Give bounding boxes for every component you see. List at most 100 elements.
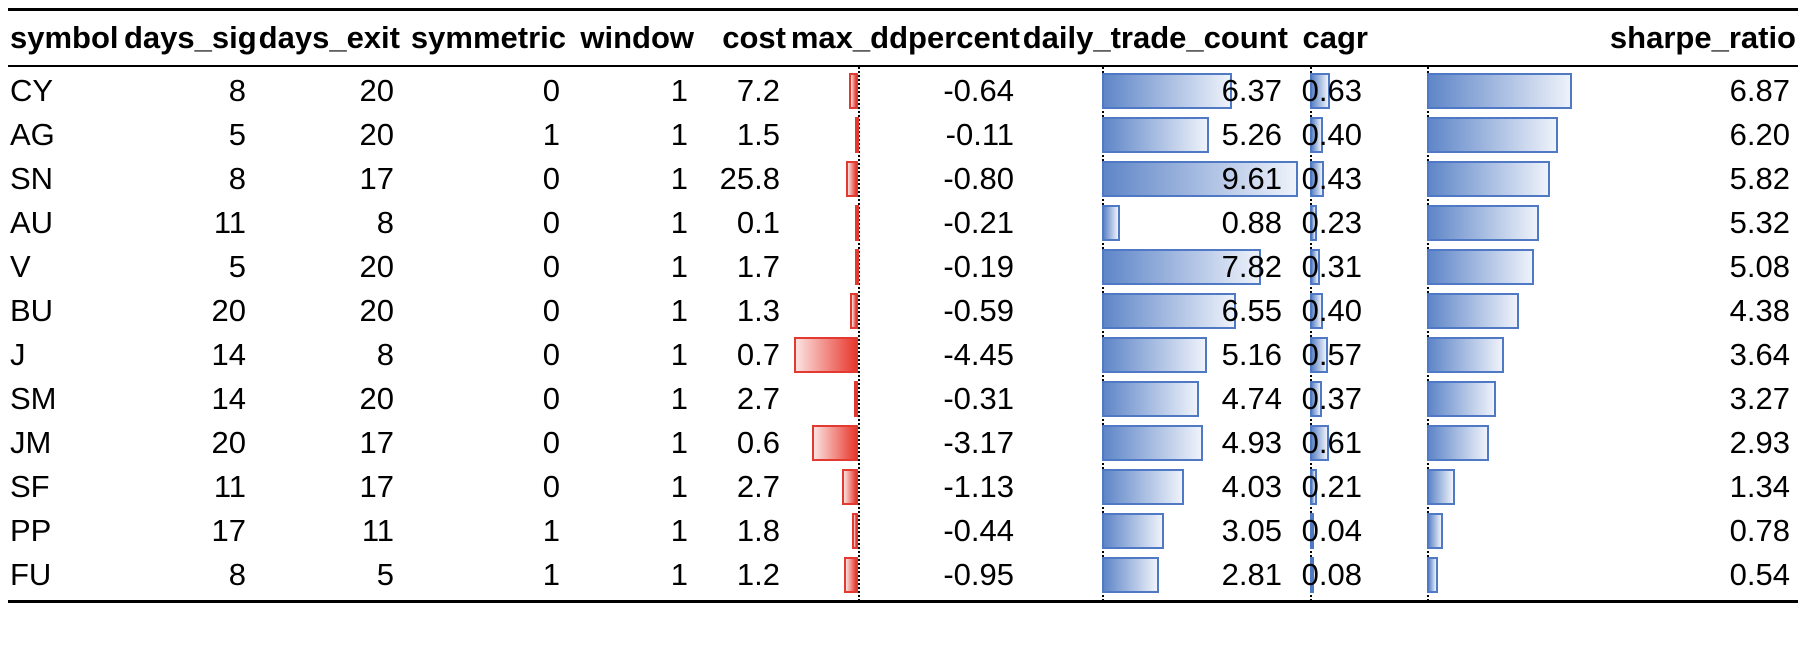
sharpe-ratio-data-bar bbox=[1427, 205, 1540, 241]
cell-cost: 2.7 bbox=[736, 469, 780, 504]
sharpe-ratio-data-bar bbox=[1427, 425, 1489, 461]
max-ddpercent-data-bar bbox=[848, 73, 858, 109]
cell-cost: 25.8 bbox=[719, 161, 780, 196]
cagr-data-bar bbox=[1310, 513, 1314, 549]
cell-days-exit: 20 bbox=[359, 293, 394, 328]
table-row: SM 14 20 0 1 2.7 -0.31 4.74 0.37 3.27 bbox=[8, 377, 1798, 421]
cell-window: 1 bbox=[670, 249, 688, 284]
cagr-data-bar bbox=[1310, 73, 1330, 109]
sharpe-ratio-data-bar bbox=[1427, 293, 1520, 329]
cell-max-ddpercent: -1.13 bbox=[943, 469, 1014, 504]
sharpe-ratio-data-bar bbox=[1427, 557, 1439, 593]
cell-max-ddpercent: -0.80 bbox=[943, 161, 1014, 196]
max-ddpercent-data-bar bbox=[841, 469, 858, 505]
cell-sharpe-ratio: 5.82 bbox=[1729, 161, 1790, 196]
cell-window: 1 bbox=[670, 293, 688, 328]
cagr-bar-axis bbox=[1310, 67, 1312, 601]
column-header-days-exit: days_exit bbox=[258, 20, 400, 55]
daily-trade-count-data-bar bbox=[1102, 469, 1185, 505]
cell-days-exit: 20 bbox=[359, 117, 394, 152]
cell-max-ddpercent: -0.31 bbox=[943, 381, 1014, 416]
cell-cost: 1.8 bbox=[736, 513, 780, 548]
cell-cagr: 0.08 bbox=[1301, 557, 1362, 592]
cell-daily-trade-count: 0.88 bbox=[1221, 205, 1282, 240]
max-ddpercent-data-bar bbox=[849, 293, 858, 329]
max-ddpercent-data-bar bbox=[855, 117, 859, 153]
cell-daily-trade-count: 4.93 bbox=[1221, 425, 1282, 460]
cell-symmetric: 0 bbox=[542, 161, 560, 196]
cell-days-exit: 8 bbox=[376, 205, 394, 240]
cell-days-sig: 20 bbox=[211, 425, 246, 460]
cagr-data-bar bbox=[1310, 161, 1324, 197]
cell-cagr: 0.61 bbox=[1301, 425, 1362, 460]
column-header-days-sig: days_sig bbox=[124, 20, 257, 55]
cell-sharpe-ratio: 0.78 bbox=[1729, 513, 1790, 548]
table-row: AU 11 8 0 1 0.1 -0.21 0.88 0.23 5.32 bbox=[8, 201, 1798, 245]
cell-days-sig: 8 bbox=[228, 161, 246, 196]
cell-days-exit: 17 bbox=[359, 425, 394, 460]
max-ddpercent-data-bar bbox=[794, 337, 858, 373]
cell-days-exit: 11 bbox=[361, 513, 394, 548]
cagr-data-bar bbox=[1310, 293, 1323, 329]
daily-trade-count-data-bar bbox=[1102, 425, 1203, 461]
max-ddpercent-data-bar bbox=[855, 249, 859, 285]
cell-window: 1 bbox=[670, 161, 688, 196]
max-ddpercent-bar-axis bbox=[858, 67, 860, 601]
cell-max-ddpercent: -4.45 bbox=[943, 337, 1014, 372]
cell-sharpe-ratio: 5.32 bbox=[1729, 205, 1790, 240]
cagr-data-bar bbox=[1310, 337, 1329, 373]
cell-max-ddpercent: -0.11 bbox=[945, 117, 1014, 152]
cagr-data-bar bbox=[1310, 117, 1323, 153]
cell-window: 1 bbox=[670, 557, 688, 592]
cell-daily-trade-count: 2.81 bbox=[1221, 557, 1282, 592]
column-header-symbol: symbol bbox=[10, 20, 119, 55]
sharpe-ratio-data-bar bbox=[1427, 381, 1497, 417]
cell-days-sig: 11 bbox=[213, 469, 246, 504]
cell-cost: 2.7 bbox=[736, 381, 780, 416]
cell-cagr: 0.04 bbox=[1301, 513, 1362, 548]
cell-max-ddpercent: -0.95 bbox=[943, 557, 1014, 592]
sharpe-ratio-data-bar bbox=[1427, 337, 1504, 373]
table-header: symbol days_sig days_exit symmetric window co… bbox=[8, 8, 1798, 67]
cell-daily-trade-count: 9.61 bbox=[1221, 161, 1282, 196]
cell-cost: 1.5 bbox=[736, 117, 780, 152]
cell-daily-trade-count: 6.37 bbox=[1221, 73, 1282, 108]
cell-symbol: PP bbox=[10, 513, 52, 548]
cell-symmetric: 0 bbox=[542, 337, 560, 372]
daily-trade-count-data-bar bbox=[1102, 513, 1165, 549]
cell-symbol: J bbox=[10, 337, 26, 372]
cell-daily-trade-count: 5.26 bbox=[1221, 117, 1282, 152]
table-row: JM 20 17 0 1 0.6 -3.17 4.93 0.61 2.93 bbox=[8, 421, 1798, 465]
cell-max-ddpercent: -0.21 bbox=[943, 205, 1014, 240]
column-header-window: window bbox=[580, 20, 694, 55]
cell-max-ddpercent: -0.64 bbox=[943, 73, 1014, 108]
cell-window: 1 bbox=[670, 337, 688, 372]
cell-days-exit: 5 bbox=[376, 557, 394, 592]
cell-cagr: 0.43 bbox=[1301, 161, 1362, 196]
cell-cagr: 0.57 bbox=[1301, 337, 1362, 372]
cell-days-sig: 8 bbox=[228, 73, 246, 108]
cell-window: 1 bbox=[670, 381, 688, 416]
column-header-cagr: cagr bbox=[1302, 20, 1368, 55]
cell-symbol: V bbox=[10, 249, 31, 284]
cell-cagr: 0.40 bbox=[1301, 117, 1362, 152]
cell-symbol: SN bbox=[10, 161, 54, 196]
cell-days-exit: 20 bbox=[359, 249, 394, 284]
cell-sharpe-ratio: 0.54 bbox=[1729, 557, 1790, 592]
column-header-cost: cost bbox=[722, 20, 786, 55]
cell-window: 1 bbox=[670, 117, 688, 152]
max-ddpercent-data-bar bbox=[853, 381, 858, 417]
table-row: AG 5 20 1 1 1.5 -0.11 5.26 0.40 6.20 bbox=[8, 113, 1798, 157]
cell-sharpe-ratio: 6.20 bbox=[1729, 117, 1790, 152]
daily-trade-count-data-bar bbox=[1102, 381, 1199, 417]
max-ddpercent-data-bar bbox=[812, 425, 858, 461]
cell-cagr: 0.21 bbox=[1301, 469, 1362, 504]
cell-symmetric: 0 bbox=[542, 293, 560, 328]
cell-days-sig: 14 bbox=[211, 381, 246, 416]
cell-cagr: 0.63 bbox=[1301, 73, 1362, 108]
cell-days-exit: 20 bbox=[359, 73, 394, 108]
table-row: V 5 20 0 1 1.7 -0.19 7.82 0.31 5.08 bbox=[8, 245, 1798, 289]
cell-window: 1 bbox=[670, 513, 688, 548]
cell-days-sig: 5 bbox=[228, 249, 246, 284]
table-row: SN 8 17 0 1 25.8 -0.80 9.61 0.43 5.82 bbox=[8, 157, 1798, 201]
